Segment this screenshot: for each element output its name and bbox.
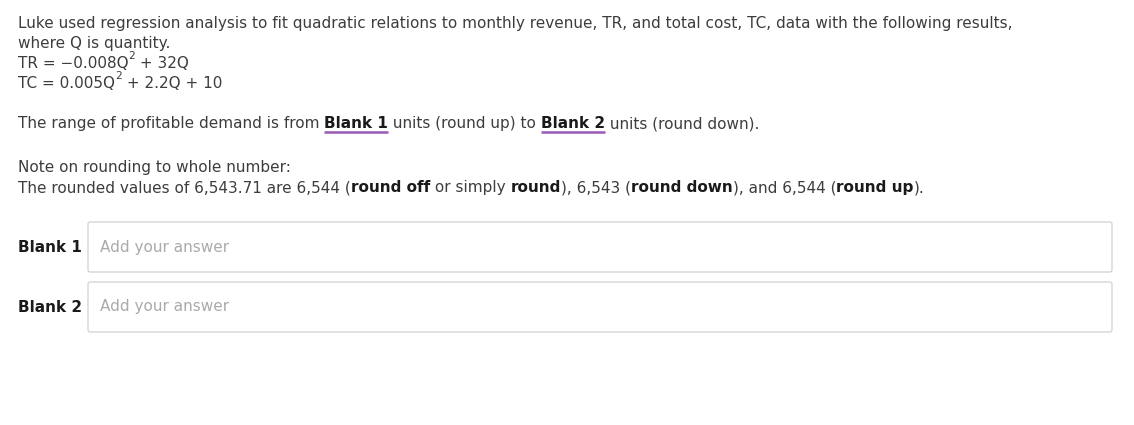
FancyBboxPatch shape [88, 282, 1112, 332]
Text: Add your answer: Add your answer [100, 240, 229, 255]
Text: The range of profitable demand is from: The range of profitable demand is from [18, 116, 324, 131]
Text: units (round down).: units (round down). [606, 116, 760, 131]
Text: 2: 2 [128, 51, 135, 61]
Text: 2: 2 [115, 71, 121, 81]
Text: Blank 1: Blank 1 [18, 240, 82, 255]
Text: The rounded values of 6,543.71 are 6,544 (: The rounded values of 6,543.71 are 6,544… [18, 180, 350, 195]
Text: + 32Q: + 32Q [135, 56, 189, 71]
Text: TR = −0.008Q: TR = −0.008Q [18, 56, 128, 71]
Text: TC = 0.005Q: TC = 0.005Q [18, 76, 115, 91]
FancyBboxPatch shape [88, 222, 1112, 272]
Text: Blank 2: Blank 2 [541, 116, 606, 131]
Text: round off: round off [350, 180, 430, 195]
Text: Note on rounding to whole number:: Note on rounding to whole number: [18, 160, 291, 175]
Text: ), 6,543 (: ), 6,543 ( [561, 180, 631, 195]
Text: + 2.2Q + 10: + 2.2Q + 10 [121, 76, 222, 91]
Text: Blank 1: Blank 1 [324, 116, 388, 131]
Text: Add your answer: Add your answer [100, 300, 229, 314]
Text: where Q is quantity.: where Q is quantity. [18, 36, 170, 51]
Text: ), and 6,544 (: ), and 6,544 ( [733, 180, 836, 195]
Text: ).: ). [914, 180, 924, 195]
Text: Blank 2: Blank 2 [18, 300, 82, 314]
Text: Luke used regression analysis to fit quadratic relations to monthly revenue, TR,: Luke used regression analysis to fit qua… [18, 16, 1013, 31]
Text: round down: round down [631, 180, 733, 195]
Text: round up: round up [836, 180, 914, 195]
Text: round: round [510, 180, 561, 195]
Text: units (round up) to: units (round up) to [388, 116, 541, 131]
Text: or simply: or simply [430, 180, 510, 195]
